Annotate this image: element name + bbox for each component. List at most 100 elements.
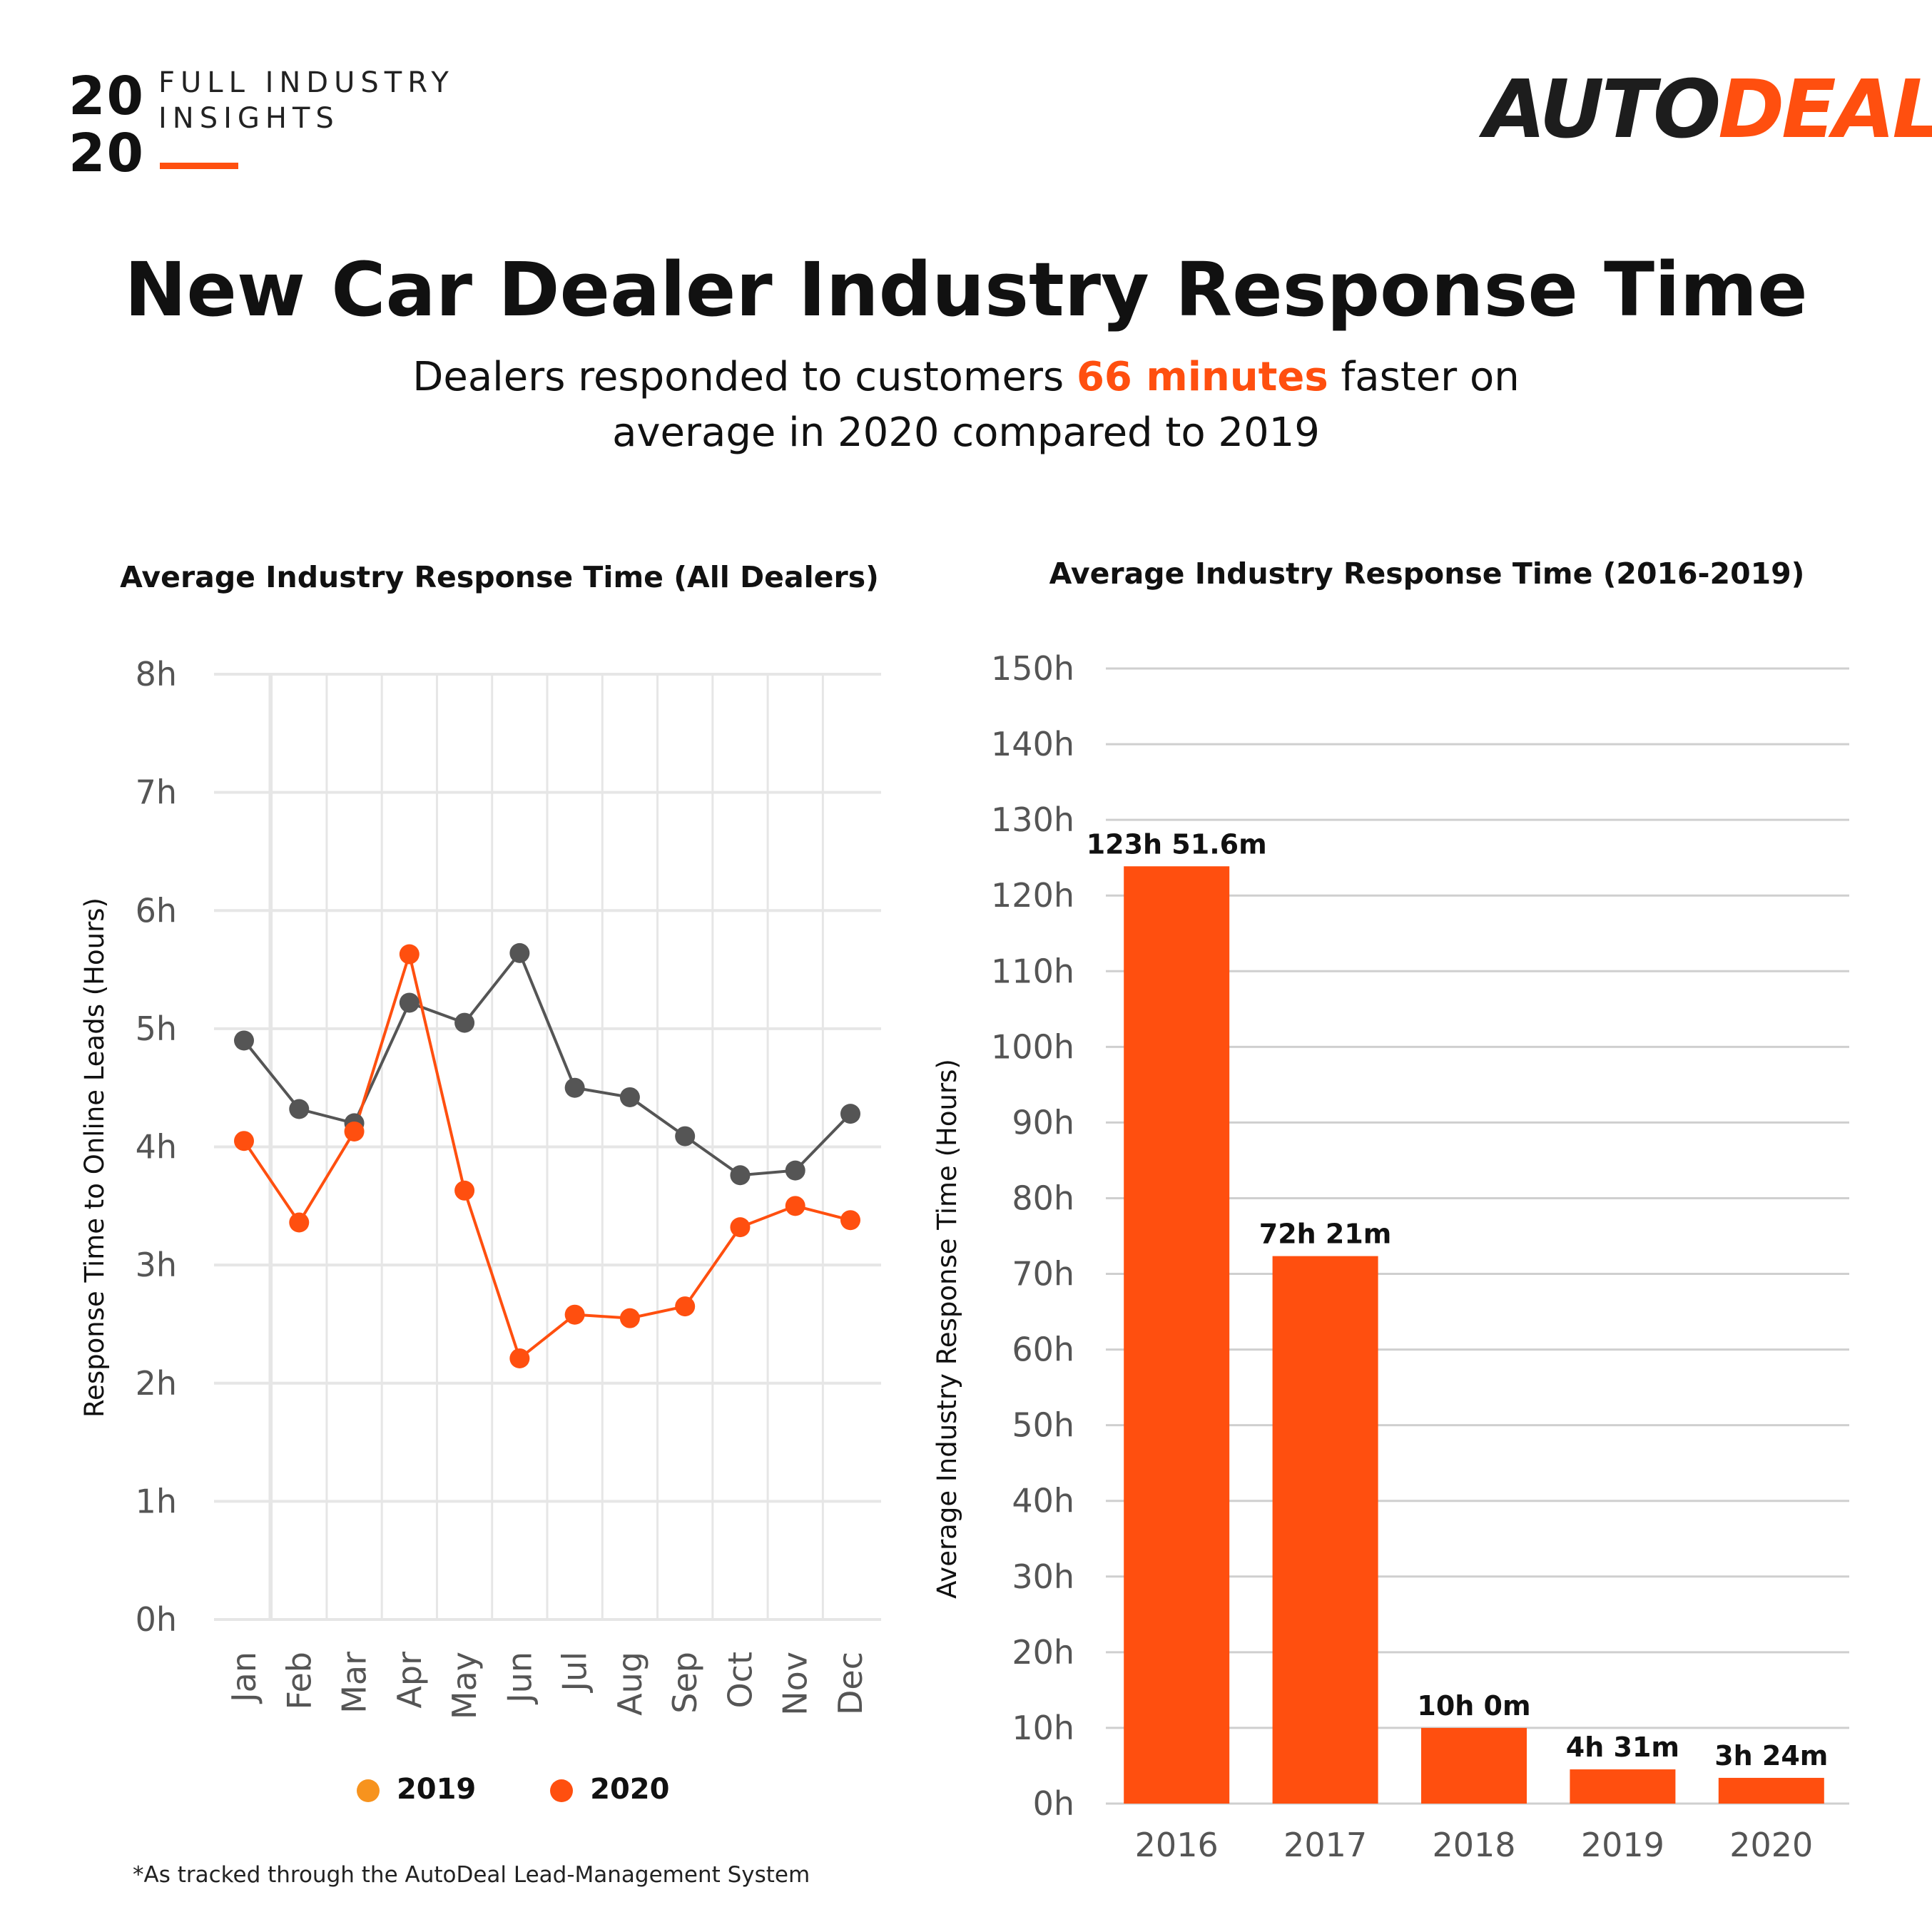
bar-2016 xyxy=(1124,866,1230,1804)
data-label: 123h 51.6m xyxy=(1087,828,1267,860)
y-tick-label: 7h xyxy=(136,773,177,812)
line-chart: 0h 1h 2h 3h 4h 5h 6h 7h 8h Jan Feb Mar Apr May Jun Jul A… xyxy=(79,655,881,1719)
y-tick-label: 50h xyxy=(1012,1406,1074,1445)
bar-2017 xyxy=(1272,1256,1378,1804)
badge-line-2: INSIGHTS xyxy=(158,102,340,135)
y-tick-label: 0h xyxy=(136,1600,177,1639)
x-tick-label: Mar xyxy=(335,1652,374,1714)
data-point-2020 xyxy=(564,1304,585,1325)
page-subtitle: Dealers responded to customers 66 minute… xyxy=(0,350,1932,461)
x-tick-label: Feb xyxy=(280,1652,318,1709)
data-point-2019 xyxy=(289,1099,310,1119)
data-point-2019 xyxy=(785,1160,805,1181)
data-point-2019 xyxy=(619,1087,640,1107)
x-tick-label: 2019 xyxy=(1581,1826,1664,1864)
data-point-2020 xyxy=(289,1212,310,1233)
subtitle-highlight: 66 minutes xyxy=(1076,354,1328,400)
line-chart-legend: 2019 2020 xyxy=(357,1773,669,1806)
logo-part-auto: AUTO xyxy=(1484,63,1721,156)
data-point-2019 xyxy=(234,1030,254,1051)
data-point-2020 xyxy=(730,1217,751,1238)
y-tick-label: 5h xyxy=(136,1010,177,1048)
logo-part-deal: DEAL xyxy=(1718,63,1932,156)
y-tick-label: 3h xyxy=(136,1246,177,1284)
y-tick-label: 4h xyxy=(136,1128,177,1166)
data-point-2020 xyxy=(344,1121,365,1142)
y-tick-label: 110h xyxy=(991,952,1074,990)
data-point-2019 xyxy=(730,1165,751,1186)
y-tick-label: 100h xyxy=(991,1027,1074,1066)
data-label: 72h 21m xyxy=(1259,1219,1392,1250)
y-axis-label: Response Time to Online Leads (Hours) xyxy=(79,898,110,1418)
x-tick-label: Sep xyxy=(666,1652,704,1714)
y-tick-label: 150h xyxy=(991,649,1074,688)
page-title: New Car Dealer Industry Response Time xyxy=(124,246,1808,333)
y-tick-label: 70h xyxy=(1012,1255,1074,1293)
data-label: 4h 31m xyxy=(1566,1732,1679,1763)
subtitle-after: faster on xyxy=(1328,354,1520,400)
legend-dot-2020 xyxy=(550,1779,574,1802)
x-tick-label: 2016 xyxy=(1135,1826,1219,1864)
data-point-2020 xyxy=(234,1131,254,1151)
badge-year-top: 20 xyxy=(68,66,145,127)
data-point-2020 xyxy=(619,1308,640,1328)
y-tick-label: 10h xyxy=(1012,1709,1074,1747)
data-point-2020 xyxy=(675,1296,696,1317)
data-point-2020 xyxy=(785,1196,805,1216)
data-point-2020 xyxy=(840,1210,860,1231)
y-tick-label: 2h xyxy=(136,1364,177,1403)
legend-item-2020: 2020 xyxy=(550,1773,669,1806)
legend-dot-2019 xyxy=(357,1779,380,1802)
x-tick-label: Jul xyxy=(556,1652,594,1694)
y-tick-label: 6h xyxy=(136,891,177,930)
legend-label-2019: 2019 xyxy=(396,1773,477,1806)
line-chart-title: Average Industry Response Time (All Deal… xyxy=(120,560,879,594)
badge-line-1: FULL INDUSTRY xyxy=(158,66,454,99)
badge-underline xyxy=(160,163,238,169)
y-tick-label: 60h xyxy=(1012,1331,1074,1369)
y-tick-label: 20h xyxy=(1012,1633,1074,1672)
y-tick-label: 30h xyxy=(1012,1557,1074,1596)
y-tick-label: 80h xyxy=(1012,1179,1074,1217)
x-tick-label: May xyxy=(445,1652,484,1719)
autodeal-logo: AUTODEAL xyxy=(1484,70,1932,150)
data-point-2020 xyxy=(399,944,420,965)
x-tick-label: 2018 xyxy=(1432,1826,1515,1864)
data-label: 10h 0m xyxy=(1417,1690,1530,1722)
y-tick-label: 40h xyxy=(1012,1482,1074,1520)
subtitle-before: Dealers responded to customers xyxy=(412,354,1077,400)
y-tick-label: 130h xyxy=(991,800,1074,839)
data-point-2020 xyxy=(454,1180,475,1201)
footnote: *As tracked through the AutoDeal Lead-Ma… xyxy=(133,1862,810,1888)
badge-year-bottom: 20 xyxy=(68,123,145,184)
x-tick-label: Jun xyxy=(500,1652,539,1705)
y-tick-label: 1h xyxy=(136,1482,177,1520)
subtitle-line-2: average in 2020 compared to 2019 xyxy=(612,410,1320,456)
x-tick-label: Nov xyxy=(776,1652,815,1716)
y-axis-label: Average Industry Response Time (Hours) xyxy=(932,1059,962,1599)
x-tick-label: 2020 xyxy=(1729,1826,1813,1864)
x-tick-label: Apr xyxy=(390,1652,429,1709)
bar-2020 xyxy=(1718,1777,1824,1804)
bar-2018 xyxy=(1421,1727,1527,1804)
y-tick-label: 0h xyxy=(1033,1784,1074,1823)
x-tick-label: Aug xyxy=(611,1652,649,1716)
data-label: 3h 24m xyxy=(1714,1740,1828,1771)
legend-label-2020: 2020 xyxy=(590,1773,670,1806)
data-point-2019 xyxy=(399,992,420,1013)
y-tick-label: 120h xyxy=(991,876,1074,915)
data-point-2019 xyxy=(454,1012,475,1033)
x-tick-label: 2017 xyxy=(1283,1826,1367,1864)
x-tick-label: Dec xyxy=(831,1652,870,1715)
data-point-2020 xyxy=(509,1348,530,1368)
y-tick-label: 8h xyxy=(136,655,177,693)
legend-item-2019: 2019 xyxy=(357,1773,486,1806)
y-tick-label: 90h xyxy=(1012,1103,1074,1142)
bar-2019 xyxy=(1570,1769,1676,1804)
data-point-2019 xyxy=(509,942,530,963)
data-point-2019 xyxy=(675,1126,696,1147)
data-point-2019 xyxy=(564,1077,585,1098)
y-tick-label: 140h xyxy=(991,725,1074,763)
x-tick-label: Jan xyxy=(225,1652,263,1704)
data-point-2019 xyxy=(840,1104,860,1124)
